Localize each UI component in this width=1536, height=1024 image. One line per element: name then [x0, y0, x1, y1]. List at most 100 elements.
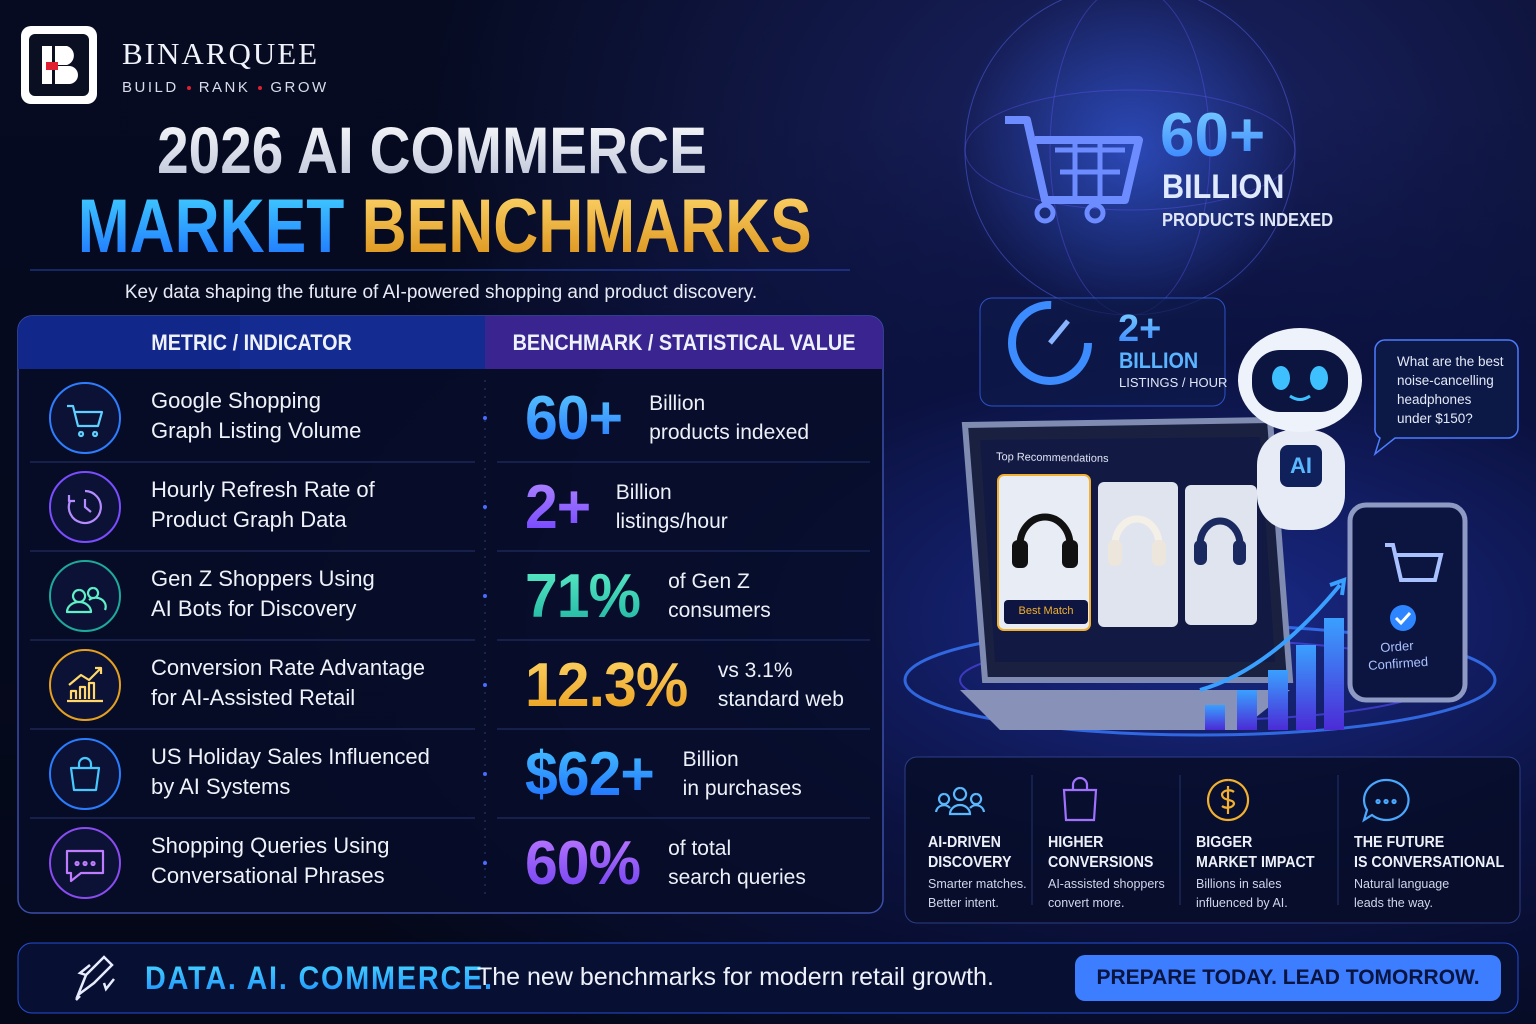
chat-question: What are the best noise-cancelling headpho…	[1397, 352, 1504, 428]
benchmark-detail: of total search queries	[668, 834, 806, 892]
metric-line: Graph Listing Volume	[151, 418, 362, 443]
detail-line: of total	[668, 837, 732, 860]
features-panel	[904, 756, 1521, 924]
headphone	[1152, 540, 1166, 566]
check-mark	[1394, 611, 1412, 626]
detail-line: Billion	[649, 392, 706, 415]
feature-text-line: Billions in sales	[1196, 877, 1282, 891]
metric-line: Conversion Rate Advantage	[151, 655, 425, 680]
detail-line: standard web	[717, 688, 844, 711]
headphone	[1196, 517, 1244, 546]
feature-text: Smarter matches. Better intent.	[928, 875, 1027, 913]
logo-mark	[42, 46, 78, 84]
feature-text-line: influenced by AI.	[1196, 896, 1288, 910]
title-line2: MARKET BENCHMARKS	[77, 183, 812, 270]
metric-line: Gen Z Shoppers Using	[151, 566, 375, 591]
growth-arrow	[1199, 583, 1342, 692]
growth-arrow-head	[1329, 577, 1347, 596]
headphone	[1194, 540, 1207, 565]
row-icon-ring	[49, 649, 121, 721]
phone-cart	[1385, 543, 1444, 582]
footer-text: The new benchmarks for modern retail gro…	[477, 963, 994, 991]
phone-status: Order Confirmed	[1354, 635, 1441, 675]
feature-title: BIGGER MARKET IMPACT	[1196, 833, 1315, 873]
metric-line: AI Bots for Discovery	[151, 596, 357, 621]
row-icon	[65, 849, 105, 883]
detail-line: listings/hour	[615, 510, 728, 533]
robot-face	[1252, 350, 1348, 412]
benchmark-value: $62+	[525, 739, 655, 809]
headphone	[1108, 540, 1122, 566]
benchmark-detail: Billion products indexed	[649, 389, 809, 447]
benchmark: 12.3% vs 3.1% standard web	[525, 651, 844, 720]
feature-title-line: CONVERSIONS	[1048, 854, 1154, 871]
cta-button[interactable]: PREPARE TODAY. LEAD TOMORROW.	[1096, 966, 1480, 989]
check-circle	[1390, 605, 1416, 631]
detail-line: of Gen Z	[668, 570, 750, 593]
tagline-word: BUILD	[122, 79, 179, 96]
row-icon	[69, 756, 101, 792]
metric: Hourly Refresh Rate of Product Graph Data	[151, 475, 375, 535]
feature-icon	[1207, 778, 1250, 822]
subtitle: Key data shaping the future of AI-powere…	[124, 282, 758, 303]
detail-line: vs 3.1%	[717, 659, 793, 682]
benchmark-value: 60+	[525, 383, 623, 453]
metric: Conversion Rate Advantage for AI-Assisted…	[151, 653, 425, 713]
feature-text-line: AI-assisted shoppers	[1048, 877, 1165, 891]
feature-title-line: THE FUTURE	[1354, 834, 1445, 851]
table-header-right	[485, 316, 883, 369]
benchmark: 71% of Gen Z consumers	[525, 562, 771, 631]
metric-line: Conversational Phrases	[151, 863, 385, 888]
feature-text-line: Natural language	[1354, 877, 1450, 891]
feature-text-line: convert more.	[1048, 896, 1125, 910]
chat-line: under $150?	[1397, 411, 1473, 426]
feature-text: Natural language leads the way.	[1354, 875, 1449, 913]
cart-icon	[1005, 116, 1143, 204]
headphone	[1016, 513, 1074, 546]
detail-line: Billion	[615, 481, 672, 504]
best-match: Best Match	[1018, 605, 1074, 617]
robot-eye	[1310, 366, 1328, 390]
feature-text-line: leads the way.	[1354, 896, 1433, 910]
row-dot	[483, 861, 487, 865]
metric-line: for AI-Assisted Retail	[151, 685, 356, 710]
row-dot	[483, 772, 487, 776]
tagline-dot	[186, 85, 191, 90]
benchmark-value: 60%	[525, 828, 641, 898]
benchmark-detail: Billion in purchases	[683, 745, 802, 803]
row-icon	[67, 666, 103, 703]
feature-title: HIGHER CONVERSIONS	[1048, 833, 1153, 873]
benchmark-value: 71%	[525, 561, 641, 631]
row-dot	[483, 416, 487, 420]
row-dot	[483, 683, 487, 687]
headphone	[1062, 540, 1078, 568]
benchmark-detail: of Gen Z consumers	[668, 567, 771, 625]
hero-unit: BILLION	[1162, 168, 1285, 206]
detail-line: Billion	[682, 748, 739, 771]
product-card	[1185, 485, 1257, 625]
footer-lead: DATA. AI. COMMERCE.	[145, 960, 494, 996]
growth-bar	[1205, 705, 1225, 730]
headphone	[1233, 540, 1246, 565]
chat-line: What are the best	[1397, 354, 1504, 369]
feature-title: AI-DRIVEN DISCOVERY	[928, 833, 1011, 873]
robot-chest	[1280, 445, 1322, 487]
benchmark-value: 2+	[525, 472, 591, 542]
growth-bar	[1237, 690, 1257, 730]
feature-icon	[1362, 778, 1410, 823]
growth-bar	[1268, 670, 1288, 730]
gauge	[1008, 301, 1092, 385]
speed-label: LISTINGS / HOUR	[1119, 375, 1228, 390]
feature-title-line: DISCOVERY	[928, 854, 1012, 871]
metric-line: by AI Systems	[151, 774, 291, 799]
hero-value: 60+	[1160, 101, 1266, 170]
feature-title-line: IS CONVERSATIONAL	[1354, 854, 1505, 871]
feature-title-line: AI-DRIVEN	[928, 834, 1001, 851]
product-card	[1098, 482, 1178, 627]
metric: Google Shopping Graph Listing Volume	[151, 386, 361, 446]
detail-line: in purchases	[682, 777, 802, 800]
brand-name: BINARQUEE	[122, 36, 320, 71]
title-word-blue: MARKET	[77, 184, 345, 269]
row-icon	[67, 489, 102, 525]
detail-line: consumers	[668, 599, 771, 622]
